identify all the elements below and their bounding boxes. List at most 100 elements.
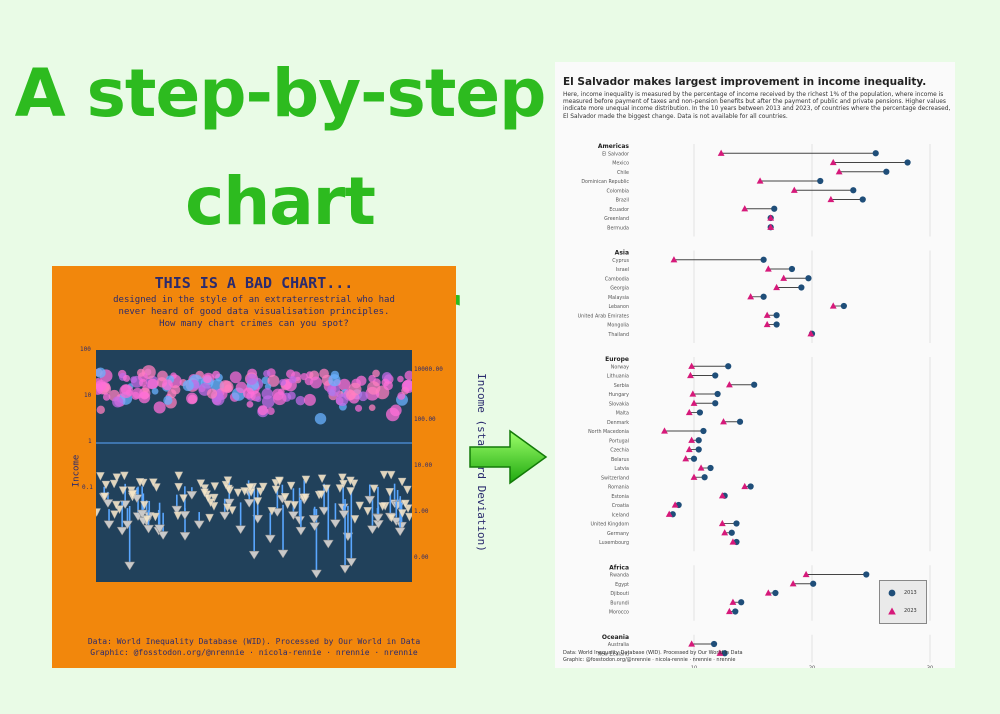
bad-triangle xyxy=(102,499,114,508)
country-label: Hungary xyxy=(609,392,630,398)
bad-triangle xyxy=(405,512,414,522)
country-label: Malta xyxy=(616,411,629,417)
point-2013 xyxy=(773,321,780,328)
bad-right-tick: 10000.00 xyxy=(414,366,443,373)
bad-triangle xyxy=(398,509,407,518)
bad-triangle xyxy=(338,510,350,520)
bad-triangle xyxy=(322,539,334,549)
headline-line-1: A step-by-step chart xyxy=(14,55,547,240)
country-label: Burundi xyxy=(610,600,629,606)
bad-triangle xyxy=(338,473,347,483)
bad-dot xyxy=(246,400,254,408)
bad-chart-svg xyxy=(92,365,416,579)
point-2023 xyxy=(661,427,668,434)
bad-caption-line-1: Data: World Inequality Database (WID). P… xyxy=(87,637,421,646)
point-2013 xyxy=(728,529,735,536)
bad-triangle xyxy=(154,524,166,534)
bad-triangle xyxy=(364,495,376,505)
point-2013 xyxy=(850,187,857,194)
bad-triangle xyxy=(308,515,320,524)
point-2013 xyxy=(732,608,739,615)
point-2023 xyxy=(685,445,693,453)
region-label: Americas xyxy=(598,143,630,150)
point-2023 xyxy=(688,640,696,647)
point-2013 xyxy=(747,483,754,490)
bad-triangle xyxy=(135,478,145,487)
country-label: Luxembourg xyxy=(599,540,629,546)
bad-left-tick: 0.1 xyxy=(82,484,93,491)
country-label: Thailand xyxy=(607,332,629,338)
country-label: Brazil xyxy=(616,198,629,204)
region-label: Oceania xyxy=(602,634,629,641)
country-label: Georgia xyxy=(610,286,629,292)
bad-triangle xyxy=(193,520,205,530)
bad-triangle xyxy=(345,558,357,567)
country-label: Chile xyxy=(617,170,629,176)
bad-triangle xyxy=(200,488,209,498)
country-label: Czechia xyxy=(610,448,629,454)
bad-dot xyxy=(279,378,286,386)
bad-triangle xyxy=(157,531,169,541)
point-2013 xyxy=(863,571,870,578)
point-2023 xyxy=(767,223,775,230)
point-2023 xyxy=(780,274,788,281)
chart-legend: 2013 2023 xyxy=(879,580,927,624)
point-2023 xyxy=(790,186,798,193)
bad-triangle xyxy=(390,517,402,527)
point-2023 xyxy=(747,293,755,300)
bad-triangle xyxy=(233,488,243,498)
bad-triangle xyxy=(136,509,148,519)
country-label: Mongolia xyxy=(607,323,629,329)
bad-triangle xyxy=(271,485,281,495)
bad-chart-subtitle: designed in the style of an extraterrest… xyxy=(113,295,395,329)
bad-triangle xyxy=(339,564,351,574)
point-2023 xyxy=(688,362,696,369)
bad-triangle xyxy=(245,483,255,493)
good-chart-title: El Salvador makes largest improvement in… xyxy=(563,76,927,88)
bad-triangle xyxy=(277,549,289,559)
bad-right-tick: 10.00 xyxy=(414,462,433,469)
bad-dot xyxy=(309,376,322,389)
country-label: Djibouti xyxy=(610,591,629,597)
bad-triangle xyxy=(385,488,395,497)
point-2023 xyxy=(807,330,815,337)
bad-triangle xyxy=(171,505,183,515)
point-2023 xyxy=(767,214,775,221)
point-2013 xyxy=(736,418,744,425)
bad-chart-caption: Data: World Inequality Database (WID). P… xyxy=(82,636,426,658)
point-2023 xyxy=(671,501,679,508)
bad-triangle xyxy=(372,514,384,523)
country-label: United Kingdom xyxy=(590,522,629,528)
point-2023 xyxy=(789,580,797,587)
bad-dot xyxy=(151,387,159,395)
bad-triangle xyxy=(140,500,149,510)
bad-dot xyxy=(138,391,151,404)
bad-dot xyxy=(255,396,262,403)
bad-triangle xyxy=(205,513,214,523)
bad-triangle xyxy=(317,490,326,500)
bad-triangle xyxy=(149,478,158,488)
point-2013 xyxy=(695,446,702,453)
point-2023 xyxy=(726,381,733,388)
country-label: Mexico xyxy=(612,161,629,167)
bad-triangle xyxy=(387,513,396,523)
bad-triangle xyxy=(287,511,299,521)
point-2013 xyxy=(805,275,812,282)
bad-triangle xyxy=(179,532,191,541)
bad-triangle xyxy=(128,490,137,500)
country-label: Serbia xyxy=(614,383,629,389)
bad-dot xyxy=(404,370,415,381)
bad-triangle xyxy=(203,494,213,503)
country-label: El Salvador xyxy=(602,151,629,157)
bad-triangle xyxy=(258,482,268,492)
point-2023 xyxy=(689,390,697,397)
point-2013 xyxy=(707,464,714,472)
x-tick-label: 10 xyxy=(691,666,697,669)
point-2013 xyxy=(840,302,847,310)
point-2013 xyxy=(859,196,866,203)
bad-dot xyxy=(328,374,341,387)
bad-triangle xyxy=(346,487,355,496)
point-2013 xyxy=(772,589,779,597)
bad-triangle xyxy=(286,481,296,491)
point-2023 xyxy=(802,570,810,578)
